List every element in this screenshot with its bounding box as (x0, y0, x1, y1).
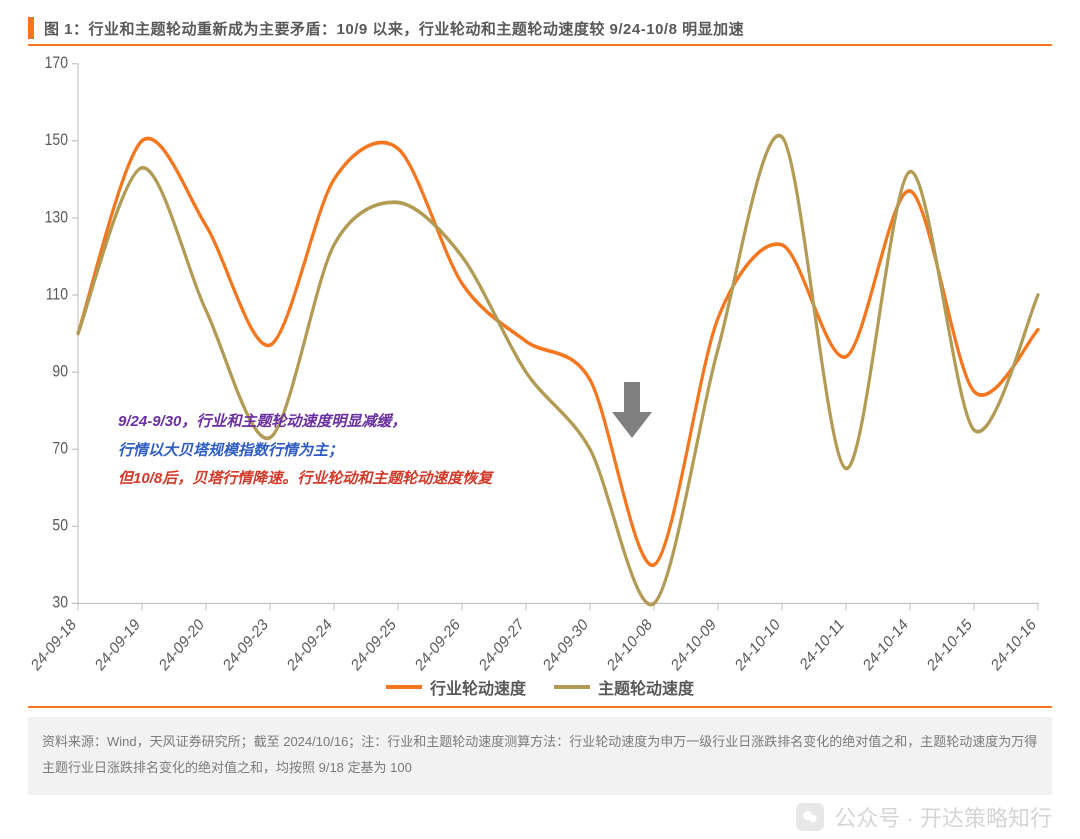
x-tick-label: 24-10-08 (605, 615, 656, 674)
legend-item: 主题轮动速度 (554, 675, 694, 699)
y-tick-label: 50 (52, 517, 68, 535)
x-tick-label: 24-10-16 (989, 615, 1040, 674)
x-tick-label: 24-10-10 (733, 615, 784, 674)
x-tick-label: 24-10-14 (861, 615, 912, 675)
annotation-line2: 但10/8后，贝塔行情降速。行业轮动和主题轮动速度恢复 (118, 470, 492, 487)
chart-plot-area: 30 50 70 90 110 130 150 170 24-09-18 24-09-19 24-0… (28, 52, 1052, 709)
wechat-icon (796, 803, 824, 831)
watermark-prefix: 公众号 · (834, 806, 920, 831)
chart-legend: 行业轮动速度 主题轮动速度 (0, 675, 1080, 699)
x-tick-label: 24-09-26 (413, 615, 464, 674)
legend-label: 行业轮动速度 (430, 675, 526, 699)
annotation-line1a: 9/24-9/30，行业和主题轮动速度明显减缓， (118, 413, 406, 430)
legend-swatch (386, 685, 422, 689)
legend-item: 行业轮动速度 (386, 675, 526, 699)
x-tick-label: 24-09-23 (221, 615, 272, 674)
x-tick-label: 24-09-25 (349, 615, 400, 674)
source-footnote: 资料来源：Wind，天风证券研究所；截至 2024/10/16；注：行业和主题轮… (28, 717, 1052, 795)
x-tick-label: 24-09-27 (477, 615, 528, 674)
x-tick-label: 24-10-11 (797, 615, 847, 674)
title-accent-tick (28, 17, 34, 39)
legend-swatch (554, 685, 590, 689)
legend-label: 主题轮动速度 (598, 675, 694, 699)
figure-title: 图 1：行业和主题轮动重新成为主要矛盾：10/9 以来，行业轮动和主题轮动速度较… (44, 18, 744, 39)
x-tick-label: 24-09-20 (157, 615, 208, 674)
callout-arrow-icon (608, 378, 656, 447)
annotation-line1b: 行情以大贝塔规模指数行情为主； (118, 442, 343, 459)
y-tick-label: 90 (52, 362, 68, 380)
y-tick-label: 110 (46, 285, 68, 303)
x-tick-label: 24-09-30 (541, 615, 592, 674)
line-chart-svg: 30 50 70 90 110 130 150 170 24-09-18 24-09-19 24-0… (28, 52, 1052, 709)
chart-bottom-rule (28, 706, 1052, 708)
chart-annotation: 9/24-9/30，行业和主题轮动速度明显减缓， 行情以大贝塔规模指数行情为主；… (118, 408, 492, 494)
x-tick-label: 24-09-19 (93, 615, 144, 674)
y-tick-label: 150 (45, 131, 68, 149)
y-tick-label: 130 (45, 208, 68, 226)
x-tick-label: 24-10-15 (925, 615, 976, 674)
watermark-text: 开达策略知行 (920, 806, 1052, 831)
series-line (78, 136, 1038, 605)
x-tick-label: 24-09-18 (29, 615, 80, 674)
y-tick-label: 30 (52, 594, 68, 612)
figure-container: 图 1：行业和主题轮动重新成为主要矛盾：10/9 以来，行业轮动和主题轮动速度较… (0, 0, 1080, 839)
x-tick-label: 24-10-09 (669, 615, 720, 674)
title-underline (28, 44, 1052, 46)
x-tick-label: 24-09-24 (285, 615, 336, 675)
y-tick-label: 70 (52, 440, 68, 458)
y-tick-label: 170 (45, 54, 68, 72)
figure-title-bar: 图 1：行业和主题轮动重新成为主要矛盾：10/9 以来，行业轮动和主题轮动速度较… (28, 14, 1052, 42)
watermark: 公众号 · 开达策略知行 (796, 801, 1052, 833)
